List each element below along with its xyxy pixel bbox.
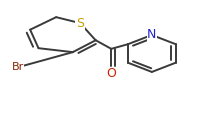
Text: N: N [147,29,157,41]
Text: O: O [106,67,116,80]
Text: Br: Br [12,62,24,72]
Text: S: S [76,17,84,30]
